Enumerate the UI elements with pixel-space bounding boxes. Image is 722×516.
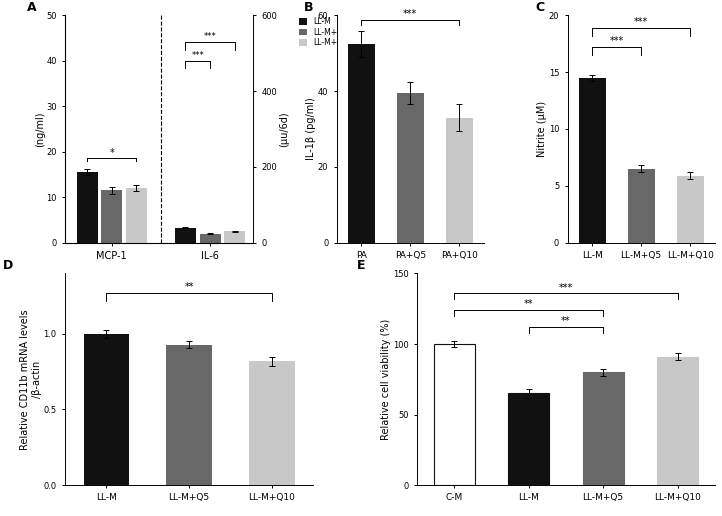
Bar (77, 172, 97, 243)
Bar (126, 188, 147, 243)
Text: A: A (27, 1, 37, 14)
Y-axis label: Nitrite (μM): Nitrite (μM) (537, 101, 547, 157)
Bar (677, 175, 704, 243)
Y-axis label: Relative CD11b mRNA levels
/β-actin: Relative CD11b mRNA levels /β-actin (19, 309, 42, 449)
Legend: LL-M, LL-M+Q5, LL-M+Q10: LL-M, LL-M+Q5, LL-M+Q10 (300, 17, 353, 47)
Bar (446, 118, 473, 243)
Bar (225, 231, 245, 243)
Bar (175, 228, 196, 243)
Bar (583, 372, 624, 485)
Text: **: ** (561, 316, 570, 327)
Bar (578, 78, 606, 243)
Bar (434, 344, 474, 485)
Text: ***: *** (609, 36, 624, 46)
Text: C: C (535, 1, 544, 14)
Bar (166, 345, 212, 485)
Bar (627, 169, 655, 243)
Text: ***: *** (559, 283, 573, 293)
Text: **: ** (184, 282, 193, 292)
Bar (397, 93, 424, 243)
Bar (199, 234, 220, 243)
Text: D: D (3, 259, 13, 272)
Y-axis label: (ng/ml): (ng/ml) (35, 111, 45, 147)
Bar (508, 393, 549, 485)
Text: *: * (109, 148, 114, 157)
Text: E: E (357, 259, 366, 272)
Bar (84, 334, 129, 485)
Text: ***: *** (204, 32, 217, 41)
Text: B: B (305, 1, 314, 14)
Y-axis label: IL-1β (pg/ml): IL-1β (pg/ml) (306, 98, 316, 160)
Bar (101, 190, 122, 243)
Text: **: ** (524, 299, 534, 310)
Y-axis label: Relative cell viability (%): Relative cell viability (%) (381, 319, 391, 440)
Bar (249, 361, 295, 485)
Bar (657, 357, 698, 485)
Y-axis label: (μu/6d): (μu/6d) (279, 111, 289, 147)
Bar (348, 44, 375, 243)
Text: ***: *** (634, 17, 648, 27)
Text: ***: *** (191, 51, 204, 60)
Text: ***: *** (403, 9, 417, 19)
